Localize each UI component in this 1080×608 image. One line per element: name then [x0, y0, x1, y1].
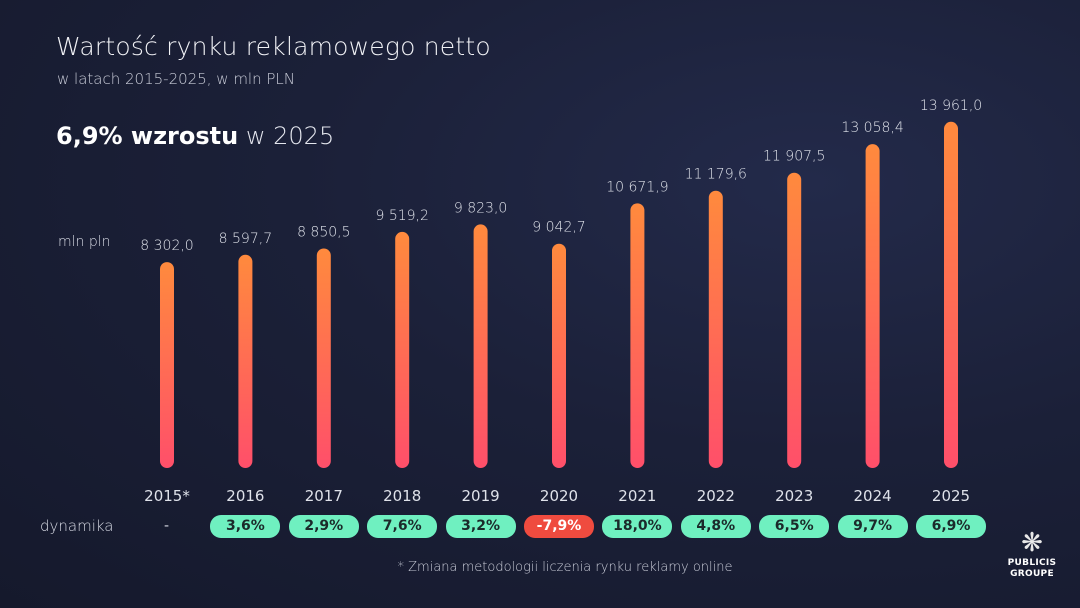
dynamics-badge: 2,9%	[288, 515, 359, 538]
value-label: 11 179,6	[685, 167, 747, 183]
year-label: 2023	[775, 487, 813, 505]
dynamics-badge: 3,6%	[210, 515, 281, 538]
dynamics-badge: 9,7%	[837, 515, 908, 538]
year-label: 2015*	[144, 487, 190, 505]
headline: 6,9% wzrostu w 2025	[56, 122, 334, 150]
chart-title: Wartość rynku reklamowego netto	[56, 32, 491, 61]
value-label: 11 907,5	[763, 149, 825, 165]
year-label: 2019	[462, 487, 500, 505]
dynamics-badge: 6,5%	[759, 515, 830, 538]
dynamics-badge: -7,9%	[524, 515, 594, 538]
bar-2023	[787, 172, 802, 468]
chart-subtitle: w latach 2015-2025, w mln PLN	[57, 70, 296, 88]
bar-2022	[708, 190, 723, 469]
headline-bold: 6,9% wzrostu	[56, 122, 239, 150]
bar-2015	[160, 262, 174, 468]
bar-2018	[395, 231, 410, 468]
value-label: 8 850,5	[297, 225, 350, 241]
bar-2016	[238, 254, 253, 468]
value-label: 13 058,4	[841, 120, 903, 136]
logo-line2: GROUPE	[1010, 569, 1054, 579]
year-label: 2021	[618, 487, 656, 505]
year-label: 2020	[540, 487, 578, 505]
headline-rest: w 2025	[245, 122, 335, 150]
value-label: 8 597,7	[219, 231, 272, 247]
year-label: 2022	[697, 487, 735, 505]
lion-logo-icon: ❋	[1021, 528, 1043, 558]
dynamics-badge: 7,6%	[367, 515, 438, 538]
bar-2024	[865, 144, 880, 469]
bar-2017	[316, 248, 331, 468]
value-label: 9 519,2	[375, 208, 428, 224]
dynamics-empty: -	[164, 518, 170, 534]
dynamics-badge: 6,9%	[916, 515, 986, 538]
year-label: 2016	[226, 487, 264, 505]
value-label: 9 042,7	[532, 220, 585, 236]
dynamics-badge: 18,0%	[602, 515, 673, 538]
year-label: 2017	[305, 487, 343, 505]
dynamics-label: dynamika	[40, 517, 114, 535]
year-label: 2018	[383, 487, 421, 505]
value-label: 10 671,9	[606, 179, 668, 195]
bar-2019	[473, 224, 488, 468]
dynamics-badge: 3,2%	[445, 515, 516, 538]
publicis-logo: ❋ PUBLICIS GROUPE	[1000, 528, 1064, 580]
logo-line1: PUBLICIS	[1007, 558, 1057, 568]
footnote: * Zmiana metodologii liczenia rynku rekl…	[397, 560, 733, 575]
bar-2021	[630, 203, 645, 468]
value-label: 13 961,0	[920, 98, 982, 114]
bar-2025	[944, 121, 958, 468]
dynamics-badge: 4,8%	[680, 515, 751, 538]
unit-label: mln pln	[58, 234, 111, 250]
value-label: 9 823,0	[454, 200, 507, 216]
value-label: 8 302,0	[140, 238, 193, 254]
year-label: 2025	[932, 487, 970, 505]
year-label: 2024	[854, 487, 892, 505]
bar-2020	[552, 243, 566, 468]
